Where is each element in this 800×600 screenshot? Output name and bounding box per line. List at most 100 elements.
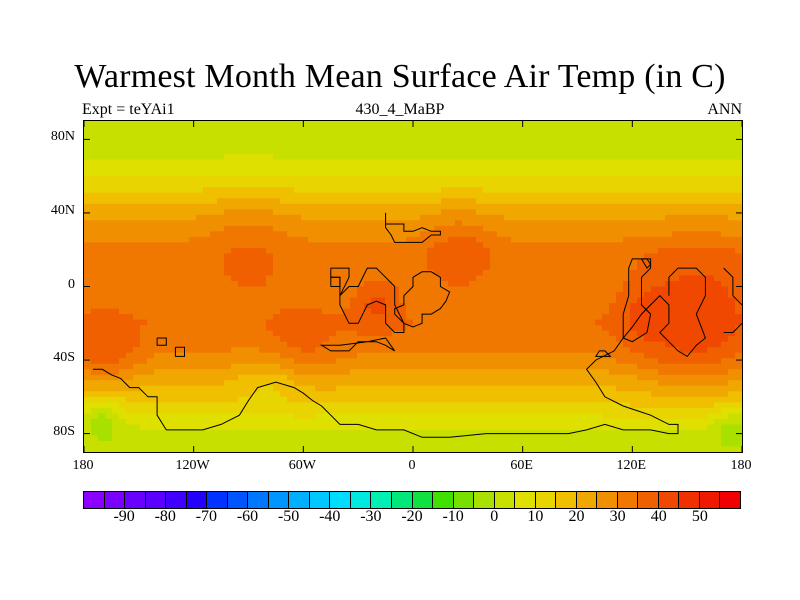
colorbar-swatch <box>309 491 331 509</box>
temperature-cell <box>273 154 742 161</box>
temperature-cell <box>420 231 498 238</box>
temperature-cell <box>273 264 428 271</box>
temperature-cell <box>126 352 155 359</box>
temperature-cell <box>630 303 736 310</box>
temperature-cell <box>644 336 729 343</box>
temperature-cell <box>644 292 729 299</box>
temperature-cell <box>273 314 407 321</box>
temperature-cell <box>133 363 232 370</box>
temperature-cell <box>595 319 631 326</box>
temperature-cell <box>406 325 603 332</box>
y-tick-label: 80S <box>53 423 75 439</box>
temperature-cell <box>651 286 729 293</box>
temperature-cell <box>735 308 742 315</box>
temperature-cell <box>406 308 610 315</box>
colorbar-swatch <box>453 491 475 509</box>
y-tick-label: 40S <box>53 350 75 366</box>
temperature-cell <box>147 358 295 365</box>
temperature-cell <box>84 374 134 381</box>
temperature-cell <box>364 303 386 310</box>
temperature-cell <box>224 225 274 232</box>
colorbar-swatch <box>638 491 659 509</box>
colorbar-swatch <box>617 491 639 509</box>
colorbar-label: -20 <box>401 508 423 525</box>
temperature-cell <box>231 247 267 254</box>
colorbar-swatch <box>248 491 269 509</box>
temperature-cell <box>273 209 442 216</box>
temperature-cell <box>637 264 742 271</box>
temperature-cell <box>231 347 260 354</box>
colorbar-swatch <box>83 491 105 509</box>
temperature-cell <box>84 209 225 216</box>
temperature-cell <box>84 148 742 155</box>
temperature-cell <box>189 236 309 243</box>
temperature-cell <box>728 391 742 398</box>
temperature-field <box>84 121 742 452</box>
colorbar-label: 40 <box>650 508 667 525</box>
colorbar-swatch <box>145 491 167 509</box>
temperature-cell <box>609 369 659 376</box>
temperature-cell <box>490 247 659 254</box>
temperature-cell <box>616 336 645 343</box>
temperature-cell <box>420 214 505 221</box>
temperature-cell <box>644 253 742 260</box>
temperature-cell <box>315 347 631 354</box>
temperature-cell <box>665 214 729 221</box>
temperature-cell <box>714 402 742 409</box>
temperature-cell <box>210 231 288 238</box>
temperature-cell <box>273 258 428 266</box>
temperature-cell <box>140 341 288 348</box>
temperature-cell <box>707 424 722 431</box>
colorbar-swatch <box>207 491 228 509</box>
temperature-cell <box>266 247 428 254</box>
temperature-cell <box>238 280 267 288</box>
temperature-cell <box>448 236 477 243</box>
temperature-cell <box>413 319 596 326</box>
colorbar-swatch <box>166 491 187 509</box>
temperature-cell <box>476 198 742 205</box>
temperature-cell <box>406 236 449 243</box>
temperature-cell <box>735 297 742 304</box>
temperature-cell <box>623 280 666 288</box>
temperature-cell <box>119 369 155 376</box>
temperature-cell <box>728 214 742 221</box>
colorbar-swatch <box>268 491 290 509</box>
temperature-cell <box>280 308 323 315</box>
temperature-cell <box>280 352 358 359</box>
temperature-cell <box>126 407 722 414</box>
temperature-cell <box>329 336 617 343</box>
temperature-cell <box>112 435 722 442</box>
temperature-cell <box>392 280 449 288</box>
temperature-cell <box>84 391 253 398</box>
colorbar-swatch <box>391 491 413 509</box>
temperature-cell <box>84 385 141 392</box>
temperature-cell <box>707 347 742 354</box>
temperature-cell <box>294 380 659 387</box>
temperature-cell <box>714 275 742 282</box>
colorbar-label: 30 <box>609 508 626 525</box>
temperature-cell <box>266 325 407 332</box>
temperature-cell <box>154 369 295 376</box>
temperature-cell <box>735 247 742 254</box>
temperature-cell <box>721 407 742 414</box>
temperature-cell <box>385 308 407 315</box>
temperature-cell <box>735 330 742 337</box>
temperature-cell <box>84 143 742 150</box>
colorbar-swatch <box>433 491 454 509</box>
temperature-cell <box>357 286 400 293</box>
temperature-cell <box>280 363 638 370</box>
temperature-cell <box>84 253 225 260</box>
x-tick-label: 120W <box>175 458 210 473</box>
colorbar-swatch <box>474 491 495 509</box>
temperature-cell <box>350 303 365 310</box>
temperature-cell <box>630 319 742 326</box>
temperature-cell <box>84 165 742 172</box>
coastline <box>319 337 396 352</box>
temperature-cell <box>84 330 141 337</box>
temperature-map <box>83 120 743 453</box>
temperature-cell <box>728 292 742 299</box>
temperature-cell <box>91 358 120 365</box>
temperature-cell <box>84 231 211 238</box>
temperature-cell <box>483 187 742 194</box>
temperature-cell <box>364 280 393 288</box>
